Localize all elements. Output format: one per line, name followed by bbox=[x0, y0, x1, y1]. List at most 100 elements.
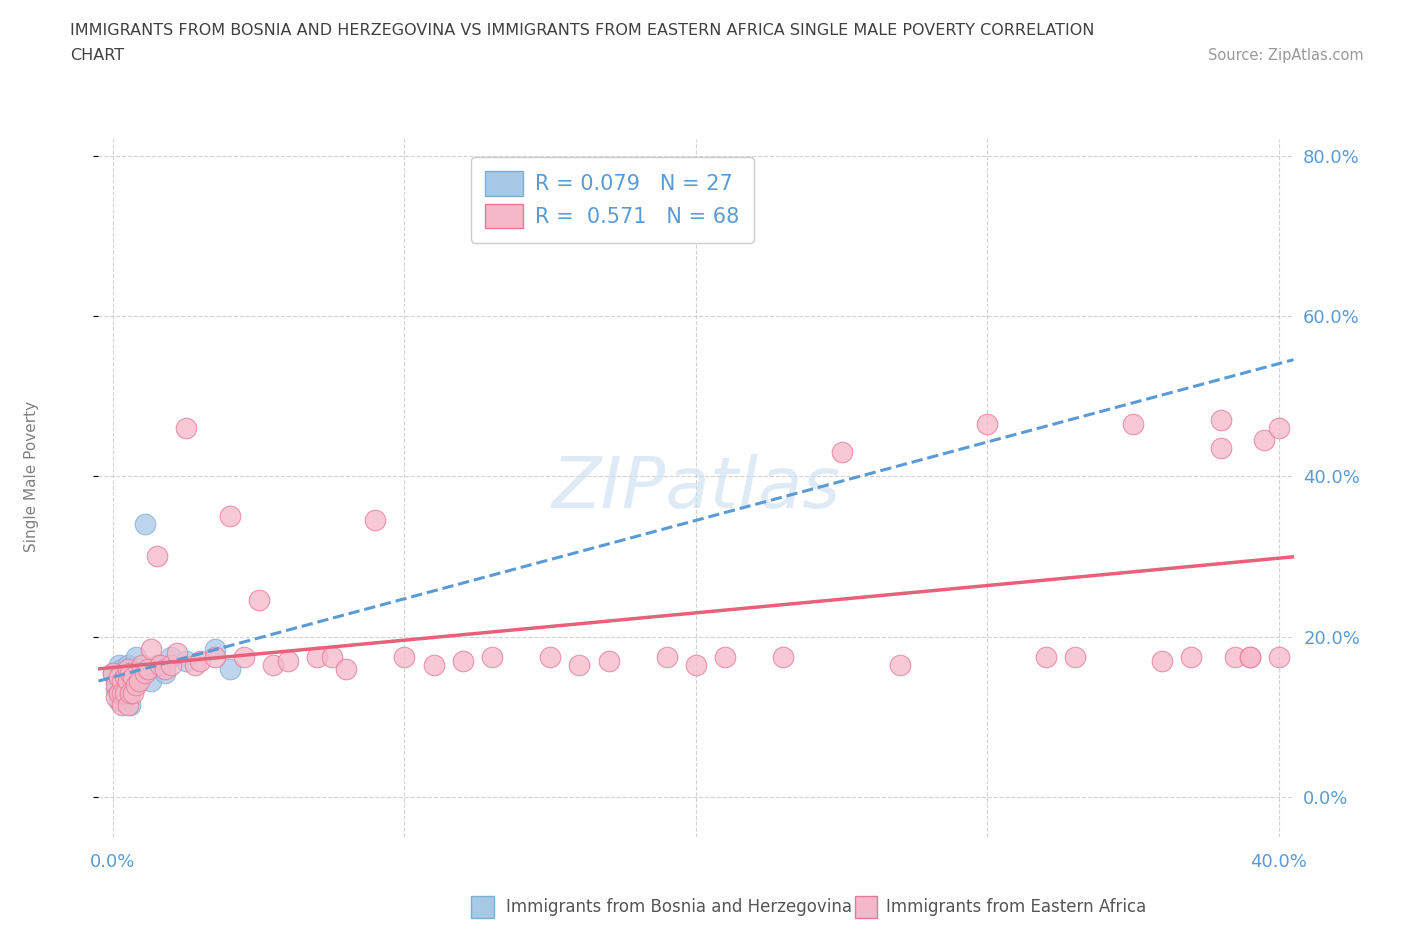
Point bbox=[122, 685, 145, 700]
Point bbox=[120, 665, 142, 680]
Point bbox=[190, 653, 212, 668]
Point bbox=[122, 665, 145, 680]
Point bbox=[204, 649, 226, 664]
Point bbox=[889, 658, 911, 672]
Point bbox=[139, 673, 162, 688]
Point bbox=[364, 512, 387, 527]
Text: Immigrants from Eastern Africa: Immigrants from Eastern Africa bbox=[886, 897, 1146, 916]
Point bbox=[120, 670, 142, 684]
Point bbox=[131, 665, 153, 680]
Point bbox=[568, 658, 591, 672]
Point bbox=[1152, 653, 1174, 668]
Point bbox=[136, 661, 159, 676]
Point bbox=[1035, 649, 1057, 664]
Point bbox=[122, 677, 145, 692]
Point bbox=[149, 658, 172, 672]
Point bbox=[422, 658, 444, 672]
Point bbox=[108, 670, 131, 684]
Point bbox=[111, 670, 134, 684]
Point bbox=[101, 665, 124, 680]
Point bbox=[139, 641, 162, 656]
Point bbox=[772, 649, 794, 664]
Point bbox=[108, 693, 131, 708]
Point bbox=[155, 661, 177, 676]
Point bbox=[831, 445, 853, 459]
Point bbox=[451, 653, 474, 668]
Point bbox=[685, 658, 707, 672]
Point bbox=[104, 689, 127, 704]
Point bbox=[183, 658, 205, 672]
Point bbox=[122, 670, 145, 684]
Point bbox=[394, 649, 416, 664]
Point bbox=[1180, 649, 1202, 664]
Point bbox=[335, 661, 357, 676]
Text: CHART: CHART bbox=[70, 48, 124, 63]
Point bbox=[111, 673, 134, 688]
Point bbox=[1268, 420, 1291, 435]
Text: 40.0%: 40.0% bbox=[1250, 853, 1308, 871]
Point bbox=[1225, 649, 1247, 664]
Point bbox=[1268, 649, 1291, 664]
Point bbox=[262, 658, 284, 672]
Point bbox=[218, 509, 240, 524]
Point bbox=[117, 698, 139, 712]
Legend: R = 0.079   N = 27, R =  0.571   N = 68: R = 0.079 N = 27, R = 0.571 N = 68 bbox=[471, 157, 754, 243]
Point bbox=[481, 649, 503, 664]
Point bbox=[247, 593, 270, 608]
Text: Immigrants from Bosnia and Herzegovina: Immigrants from Bosnia and Herzegovina bbox=[506, 897, 852, 916]
Point bbox=[598, 653, 620, 668]
Point bbox=[117, 673, 139, 688]
Point bbox=[125, 649, 148, 664]
Point bbox=[277, 653, 299, 668]
Point bbox=[218, 661, 240, 676]
Point bbox=[131, 658, 153, 672]
Point bbox=[134, 665, 156, 680]
Point bbox=[114, 685, 136, 700]
Text: 0.0%: 0.0% bbox=[90, 853, 136, 871]
Point bbox=[655, 649, 678, 664]
Point bbox=[1209, 413, 1232, 428]
Point bbox=[120, 685, 142, 700]
Point bbox=[155, 665, 177, 680]
Point bbox=[108, 658, 131, 672]
Point bbox=[104, 673, 127, 688]
Point bbox=[128, 661, 150, 676]
Point bbox=[117, 661, 139, 676]
Point bbox=[101, 665, 124, 680]
Point bbox=[125, 677, 148, 692]
Point bbox=[114, 689, 136, 704]
Point bbox=[160, 658, 183, 672]
Point bbox=[117, 677, 139, 692]
Point bbox=[111, 698, 134, 712]
Point bbox=[1239, 649, 1261, 664]
Point bbox=[120, 698, 142, 712]
Point bbox=[1253, 432, 1275, 447]
Point bbox=[174, 420, 197, 435]
Text: Single Male Poverty: Single Male Poverty bbox=[24, 401, 39, 551]
Point bbox=[108, 685, 131, 700]
Point bbox=[160, 649, 183, 664]
Point bbox=[114, 670, 136, 684]
Point bbox=[104, 677, 127, 692]
Point bbox=[111, 685, 134, 700]
Point bbox=[117, 658, 139, 672]
Text: Source: ZipAtlas.com: Source: ZipAtlas.com bbox=[1208, 48, 1364, 63]
Point bbox=[1209, 441, 1232, 456]
Point bbox=[174, 653, 197, 668]
Point bbox=[166, 645, 188, 660]
Point bbox=[114, 665, 136, 680]
Point bbox=[714, 649, 737, 664]
Point bbox=[1064, 649, 1087, 664]
Point bbox=[104, 682, 127, 697]
Point bbox=[538, 649, 561, 664]
Point bbox=[108, 685, 131, 700]
Point bbox=[204, 641, 226, 656]
Point bbox=[233, 649, 256, 664]
Point bbox=[111, 661, 134, 676]
Point bbox=[145, 549, 167, 564]
Point bbox=[321, 649, 343, 664]
Point bbox=[1122, 417, 1144, 432]
Point bbox=[134, 517, 156, 532]
Text: IMMIGRANTS FROM BOSNIA AND HERZEGOVINA VS IMMIGRANTS FROM EASTERN AFRICA SINGLE : IMMIGRANTS FROM BOSNIA AND HERZEGOVINA V… bbox=[70, 23, 1095, 38]
Point bbox=[145, 658, 167, 672]
